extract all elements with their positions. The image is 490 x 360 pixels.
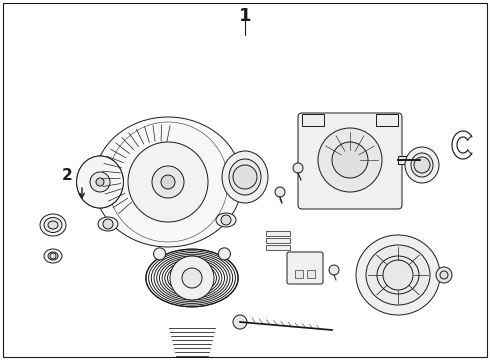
Circle shape [128, 142, 208, 222]
Ellipse shape [44, 249, 62, 263]
Circle shape [436, 267, 452, 283]
Text: 2: 2 [62, 167, 73, 183]
Bar [398, 156, 420, 164]
Bar [302, 114, 324, 126]
FancyBboxPatch shape [298, 113, 402, 209]
Ellipse shape [76, 156, 123, 208]
Circle shape [96, 178, 104, 186]
Circle shape [152, 166, 184, 198]
Circle shape [170, 256, 214, 300]
Circle shape [219, 248, 230, 260]
Bar [266, 238, 290, 243]
Ellipse shape [94, 117, 242, 247]
Ellipse shape [44, 217, 62, 233]
Circle shape [161, 175, 175, 189]
Ellipse shape [229, 159, 261, 195]
Circle shape [50, 253, 56, 259]
Circle shape [414, 157, 430, 173]
Circle shape [90, 172, 110, 192]
Ellipse shape [48, 252, 58, 260]
Circle shape [182, 268, 202, 288]
Ellipse shape [222, 151, 268, 203]
Ellipse shape [98, 217, 118, 231]
Bar [376, 114, 398, 126]
Ellipse shape [411, 153, 433, 177]
Circle shape [221, 215, 231, 225]
FancyBboxPatch shape [287, 252, 323, 284]
Circle shape [332, 142, 368, 178]
Circle shape [153, 248, 166, 260]
Circle shape [103, 219, 113, 229]
Bar [266, 231, 290, 236]
Circle shape [293, 163, 303, 173]
Bar [307, 270, 315, 278]
Circle shape [275, 187, 285, 197]
Ellipse shape [216, 213, 236, 227]
Bar [295, 270, 303, 278]
Ellipse shape [48, 221, 58, 229]
Circle shape [233, 165, 257, 189]
Circle shape [440, 271, 448, 279]
Text: 1: 1 [239, 7, 251, 25]
Circle shape [318, 128, 382, 192]
Ellipse shape [366, 245, 430, 305]
Ellipse shape [356, 235, 440, 315]
Ellipse shape [405, 147, 439, 183]
Circle shape [329, 265, 339, 275]
Circle shape [383, 260, 413, 290]
Bar [266, 245, 290, 250]
Circle shape [233, 315, 247, 329]
Ellipse shape [40, 214, 66, 236]
